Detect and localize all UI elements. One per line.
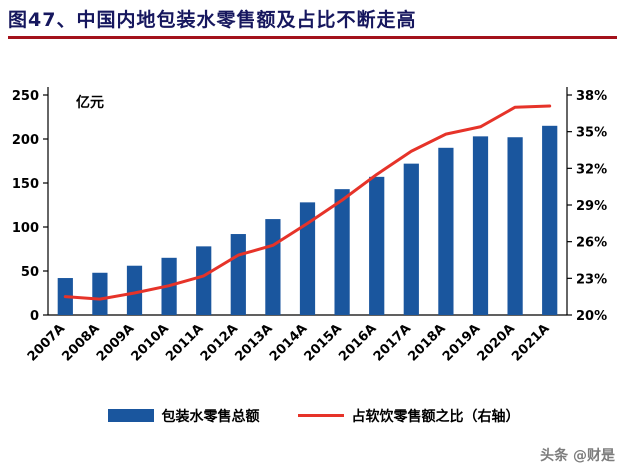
- svg-text:23%: 23%: [576, 272, 607, 287]
- svg-text:2015A: 2015A: [302, 321, 345, 364]
- svg-text:2020A: 2020A: [475, 321, 518, 364]
- svg-text:2007A: 2007A: [25, 321, 68, 364]
- svg-text:200: 200: [12, 133, 39, 148]
- legend-item-line: 占软饮零售额之比（右轴）: [297, 406, 520, 426]
- watermark-text: 头条 @财是: [540, 448, 615, 464]
- chart-header: 图47、中国内地包装水零售额及占比不断走高: [0, 0, 627, 45]
- svg-text:2009A: 2009A: [94, 321, 137, 364]
- bar-series-label: 包装水零售总额: [161, 408, 260, 425]
- svg-text:35%: 35%: [576, 125, 607, 140]
- legend-item-bar: 包装水零售总额: [107, 406, 260, 426]
- svg-text:2012A: 2012A: [198, 321, 241, 364]
- chart-legend: 包装水零售总额 占软饮零售额之比（右轴）: [0, 404, 627, 428]
- svg-text:亿元: 亿元: [76, 94, 104, 111]
- svg-text:2021A: 2021A: [509, 321, 552, 364]
- svg-text:2013A: 2013A: [232, 321, 275, 364]
- svg-text:38%: 38%: [576, 89, 607, 104]
- svg-text:2011A: 2011A: [163, 321, 206, 364]
- line-series-swatch: [297, 414, 344, 418]
- bar-line-chart: 0 50 100 150 200 250 20% 23% 26% 29% 32% 35% 38% 亿元 20…: [12, 86, 607, 364]
- title-underline-rule: [8, 35, 617, 39]
- svg-text:100: 100: [12, 221, 39, 236]
- svg-text:29%: 29%: [576, 199, 607, 214]
- svg-text:2014A: 2014A: [267, 321, 310, 364]
- line-series-label: 占软饮零售额之比（右轴）: [351, 408, 520, 425]
- svg-text:32%: 32%: [576, 162, 607, 177]
- svg-text:50: 50: [21, 265, 39, 280]
- svg-text:2019A: 2019A: [440, 321, 483, 364]
- svg-text:2010A: 2010A: [129, 321, 172, 364]
- svg-text:2016A: 2016A: [336, 321, 379, 364]
- svg-text:2018A: 2018A: [405, 321, 448, 364]
- svg-text:2008A: 2008A: [59, 321, 102, 364]
- svg-text:26%: 26%: [576, 235, 607, 250]
- svg-text:250: 250: [12, 89, 39, 104]
- svg-text:0: 0: [30, 309, 39, 324]
- svg-text:20%: 20%: [576, 309, 607, 324]
- chart-area: 0 50 100 150 200 250 20% 23% 26% 29% 32% 35% 38% 亿元 20…: [0, 45, 627, 390]
- bar-series-swatch: [107, 409, 154, 423]
- chart-title: 图47、中国内地包装水零售额及占比不断走高: [8, 9, 417, 31]
- svg-text:150: 150: [12, 177, 39, 192]
- svg-text:2017A: 2017A: [371, 321, 414, 364]
